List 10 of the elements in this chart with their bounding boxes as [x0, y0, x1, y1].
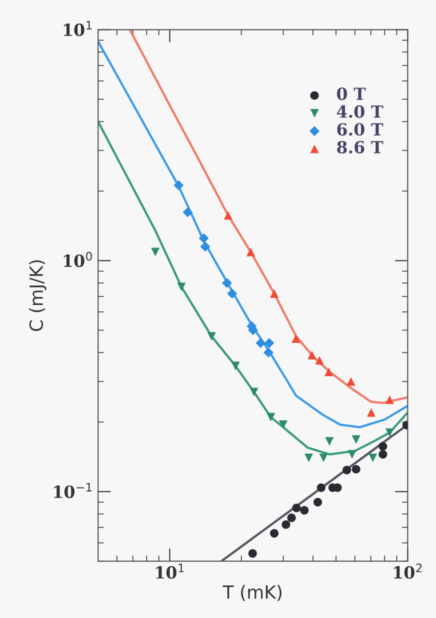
y-axis-title: C (mJ/K) [29, 260, 46, 332]
y-tick-label: 10$^{−1}$ [54, 482, 92, 498]
legend-label: 6.0 T [337, 123, 384, 136]
legend-label: 4.0 T [336, 105, 384, 118]
y-tick-label: 10$^{1}$ [64, 20, 92, 36]
x-tick-label: 10$^{2}$ [394, 564, 422, 579]
y-tick-label: 10$^{0}$ [64, 252, 92, 268]
x-axis-title: T (mK) [222, 584, 282, 602]
legend-label: 0 T [336, 87, 366, 100]
legend-label: 8.6 T [337, 140, 384, 154]
